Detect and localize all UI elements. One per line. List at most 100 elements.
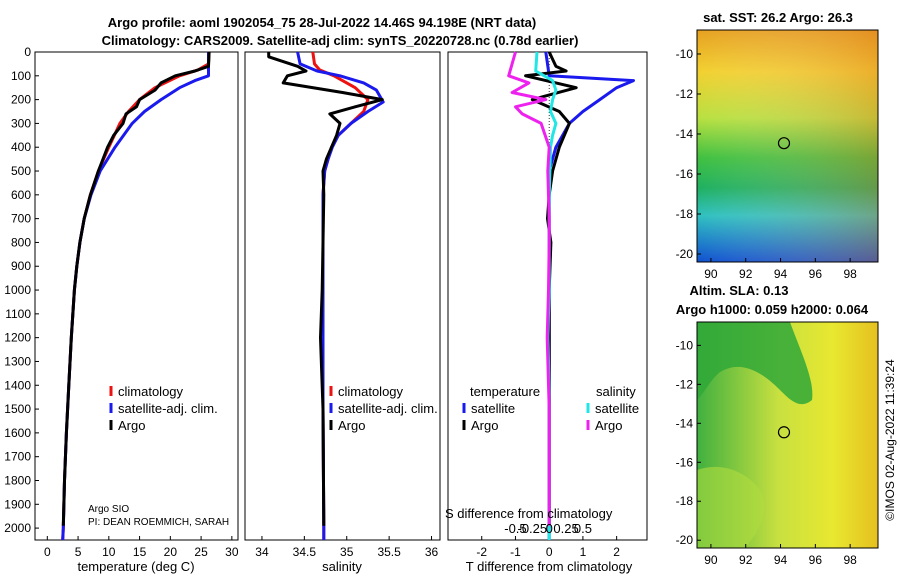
legend-label-climatology: climatology xyxy=(338,384,404,399)
depth-tick-label: 100 xyxy=(11,69,31,83)
x-tick-label: 15 xyxy=(133,545,147,559)
x-tick-label: -2 xyxy=(476,545,487,559)
legend-label-t-satellite: satellite xyxy=(471,401,515,416)
argo-note-2: PI: DEAN ROEMMICH, SARAH xyxy=(88,517,229,528)
x-tick-label: 2 xyxy=(613,545,620,559)
lat-tick-label: -14 xyxy=(676,416,694,430)
difference-legend: temperature salinity satellite Argo sate… xyxy=(462,384,639,433)
depth-tick-label: 1600 xyxy=(4,426,31,440)
float-position-marker xyxy=(777,137,791,150)
series-line-argo xyxy=(267,52,384,526)
temperature-legend: climatology satellite-adj. clim. Argo xyxy=(109,384,218,433)
depth-tick-label: 1400 xyxy=(4,378,31,392)
lon-tick-label: 94 xyxy=(774,553,788,567)
x-tick-label: 34.5 xyxy=(293,545,317,559)
sla-low-anomaly xyxy=(697,322,813,405)
temperature-panel xyxy=(34,51,239,541)
sla-map-title-2: Argo h1000: 0.059 h2000: 0.064 xyxy=(676,302,869,317)
salinity-legend: climatology satellite-adj. clim. Argo xyxy=(329,384,438,433)
depth-tick-label: 1700 xyxy=(4,450,31,464)
x-tick-label: 5 xyxy=(75,545,82,559)
salinity-panel xyxy=(244,51,441,541)
lon-tick-label: 90 xyxy=(704,553,718,567)
s-tick-label: -0.25 xyxy=(518,521,548,536)
depth-tick-label: 300 xyxy=(11,116,31,130)
lat-tick-label: -18 xyxy=(676,494,694,508)
depth-tick-label: 700 xyxy=(11,212,31,226)
temperature-plot: 0 5 10 15 20 25 30 xyxy=(44,51,239,559)
lat-tick-label: -16 xyxy=(676,455,694,469)
difference-xlabel: T difference from climatology xyxy=(466,559,633,574)
depth-tick-label: 500 xyxy=(11,164,31,178)
lat-tick-label: -20 xyxy=(676,247,694,261)
series-line-argo xyxy=(61,51,211,526)
lon-tick-label: 96 xyxy=(809,553,823,567)
s-tick-label: 0 xyxy=(546,521,553,536)
lon-tick-label: 92 xyxy=(739,267,753,281)
lon-tick-label: 96 xyxy=(809,267,823,281)
lat-tick-label: -12 xyxy=(676,87,694,101)
lon-tick-label: 98 xyxy=(843,267,857,281)
x-tick-label: 25 xyxy=(194,545,208,559)
depth-tick-label: 1100 xyxy=(5,307,31,321)
lat-tick-label: -18 xyxy=(676,207,694,221)
salinity-xlabel: salinity xyxy=(322,559,362,574)
x-tick-label: 30 xyxy=(225,545,239,559)
depth-tick-label: 1900 xyxy=(4,497,31,511)
x-tick-label: 1 xyxy=(580,545,587,559)
s-tick-label: 0.5 xyxy=(574,521,592,536)
sla-map-title-1: Altim. SLA: 0.13 xyxy=(690,283,789,298)
depth-tick-label: 600 xyxy=(11,188,31,202)
legend-title-salinity: salinity xyxy=(596,384,636,399)
salinity-plot: 34 34.5 35 35.5 36 xyxy=(255,51,439,559)
argo-note-1: Argo SIO xyxy=(88,504,129,515)
legend-label-s-satellite: satellite xyxy=(595,401,639,416)
s-difference-axis: -0.5-0.250 0.250.5 xyxy=(504,521,592,536)
depth-tick-label: 400 xyxy=(11,140,31,154)
depth-tick-label: 1200 xyxy=(4,331,31,345)
depth-tick-label: 800 xyxy=(11,235,31,249)
x-tick-label: 35.5 xyxy=(377,545,401,559)
lat-tick-label: -20 xyxy=(676,533,694,547)
lat-tick-label: -10 xyxy=(676,47,694,61)
sla-mid-anomaly xyxy=(697,466,765,548)
lon-tick-label: 98 xyxy=(843,553,857,567)
depth-axis: 0 100 200 300 400 500 600 700 800 900 1000 1100 1200… xyxy=(4,45,39,535)
x-tick-label: 34 xyxy=(255,545,269,559)
legend-label-argo: Argo xyxy=(118,418,145,433)
s-difference-label: S difference from climatology xyxy=(445,506,613,521)
x-tick-label: 20 xyxy=(164,545,178,559)
sst-map-title: sat. SST: 26.2 Argo: 26.3 xyxy=(703,10,853,25)
legend-label-satellite: satellite-adj. clim. xyxy=(338,401,438,416)
sst-map-axes: -10 -12 -14 -16 -18 -20 90 92 94 96 98 xyxy=(676,47,857,281)
sst-map-frame xyxy=(696,29,879,263)
legend-label-t-argo: Argo xyxy=(471,418,498,433)
temperature-xlabel: temperature (deg C) xyxy=(77,559,194,574)
sla-map-frame xyxy=(696,321,879,549)
x-tick-label: 35 xyxy=(340,545,354,559)
difference-plot: -2 -1 0 1 2 xyxy=(476,51,635,559)
depth-tick-label: 1500 xyxy=(4,402,31,416)
depth-tick-label: 900 xyxy=(11,259,31,273)
legend-label-satellite: satellite-adj. clim. xyxy=(118,401,218,416)
sst-field-shade xyxy=(697,30,878,262)
sla-map-axes: -10 -12 -14 -16 -18 -20 90 92 94 96 98 xyxy=(676,338,857,567)
sst-map: -10 -12 -14 -16 -18 -20 90 92 94 96 98 xyxy=(676,29,879,281)
x-tick-label: 36 xyxy=(425,545,439,559)
lat-tick-label: -14 xyxy=(676,127,694,141)
s-tick-label: 0.25 xyxy=(553,521,578,536)
legend-title-temperature: temperature xyxy=(470,384,540,399)
lon-tick-label: 94 xyxy=(774,267,788,281)
float-position-marker xyxy=(777,426,791,439)
depth-tick-label: 1000 xyxy=(4,283,31,297)
x-tick-label: 0 xyxy=(546,545,553,559)
depth-tick-label: 1800 xyxy=(4,473,31,487)
s-tick-label: -0.5 xyxy=(504,521,526,536)
series-line-s-argo xyxy=(507,51,551,526)
lon-tick-label: 92 xyxy=(739,553,753,567)
legend-label-argo: Argo xyxy=(338,418,365,433)
lat-tick-label: -16 xyxy=(676,167,694,181)
legend-label-s-argo: Argo xyxy=(595,418,622,433)
lat-tick-label: -10 xyxy=(676,338,694,352)
